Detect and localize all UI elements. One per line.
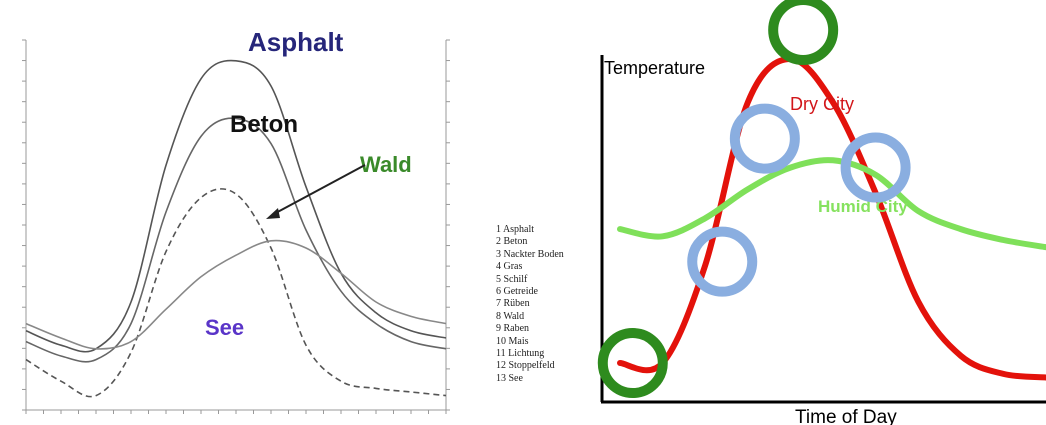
series-label-humid-city: Humid City (818, 197, 908, 216)
legend-item: 6 Getreide (496, 286, 538, 298)
legend-item: 4 Gras (496, 261, 523, 273)
right-series-group (617, 55, 1046, 381)
legend-item: 5 Schilf (496, 273, 528, 285)
marker-group (597, 0, 911, 399)
legend-item: 9 Raben (496, 323, 530, 335)
series-line-dry-city (617, 55, 1046, 381)
series-line-asphalt (25, 59, 447, 353)
wald-arrow (271, 164, 366, 216)
legend-item: 11 Lichtung (496, 348, 545, 360)
highlight-circle-marker (687, 226, 758, 297)
wald-arrow-head (266, 208, 280, 219)
series-label-dry-city: Dry City (790, 94, 854, 114)
legend-item: 7 Rüben (496, 298, 530, 310)
highlight-circle-marker (768, 0, 839, 65)
legend-item: 13 See (496, 372, 523, 384)
legend-item: 8 Wald (496, 310, 525, 322)
series-label-asphalt: Asphalt (248, 27, 344, 57)
series-line-see (25, 239, 447, 350)
legend-item: 1 Asphalt (496, 224, 535, 235)
series-label-beton: Beton (230, 111, 298, 138)
series-line-beton (25, 117, 447, 363)
left-chart: Asphalt Beton Wald See (22, 27, 450, 414)
legend-item: 2 Beton (496, 236, 528, 248)
series-line-humid-city (617, 157, 1046, 251)
legend-item: 12 Stoppelfeld (496, 360, 555, 372)
series-label-wald: Wald (360, 152, 412, 177)
left-axis-frame (22, 39, 450, 414)
legend-item: 3 Nackter Boden (496, 248, 564, 260)
y-axis-label: Temperature (604, 58, 705, 78)
legend-item: 10 Mais (496, 335, 529, 347)
series-line-wald (25, 188, 447, 398)
x-axis-label: Time of Day (795, 407, 897, 425)
left-series-group (25, 59, 447, 398)
legend-list: 1 Asphalt 2 Beton 3 Nackter Boden 4 Gras… (496, 224, 564, 385)
highlight-circle-marker (840, 132, 911, 203)
series-label-see: See (205, 315, 244, 340)
highlight-circle-marker (729, 103, 800, 174)
right-chart: Temperature Time of Day Dry City Humid C… (597, 0, 1046, 425)
highlight-circle-marker (597, 328, 668, 399)
